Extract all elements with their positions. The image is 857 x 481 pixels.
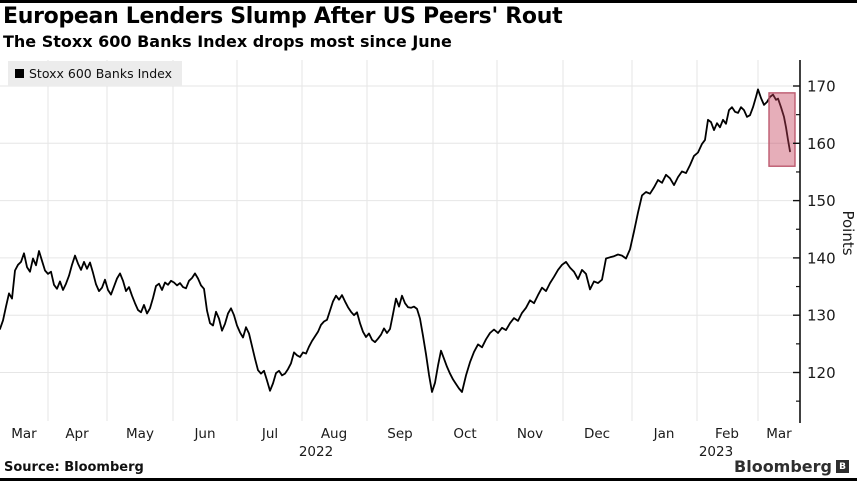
price-line [0,88,791,393]
watermark-text: Bloomberg [734,457,832,476]
page-subtitle: The Stoxx 600 Banks Index drops most sin… [3,32,452,51]
x-month-label: Oct [453,426,476,442]
x-month-label: Jun [193,426,215,442]
slump-highlight-box [768,92,796,167]
y-tick-label: 130 [807,307,836,325]
x-month-label: Mar [11,426,37,442]
y-tick-label: 140 [807,249,836,267]
y-tick-label: 120 [807,364,836,382]
x-month-label: Aug [321,426,347,442]
x-month-label: Mar [766,426,792,442]
y-tick-label: 150 [807,192,836,210]
source-note: Source: Bloomberg [4,460,144,475]
x-year-label: 2023 [699,444,733,460]
x-month-label: Jan [653,426,675,442]
legend: Stoxx 600 Banks Index [8,61,182,86]
y-axis-title: Points [839,210,857,255]
series-swatch-icon [15,69,24,78]
top-divider [0,0,857,3]
bottom-divider [0,478,857,481]
y-tick-label: 170 [807,78,836,96]
x-month-label: Feb [715,426,739,442]
page-title: European Lenders Slump After US Peers' R… [3,4,563,29]
y-tick-label: 160 [807,135,836,153]
x-month-label: Sep [387,426,412,442]
x-month-label: Jul [261,426,278,442]
x-month-label: May [126,426,154,442]
bloomberg-logo-icon: B [836,460,849,473]
x-month-label: Nov [517,426,543,442]
legend-label: Stoxx 600 Banks Index [29,66,172,81]
x-month-label: Dec [584,426,610,442]
watermark: Bloomberg B [734,457,849,476]
x-month-label: Apr [65,426,89,442]
x-year-label: 2022 [299,444,333,460]
